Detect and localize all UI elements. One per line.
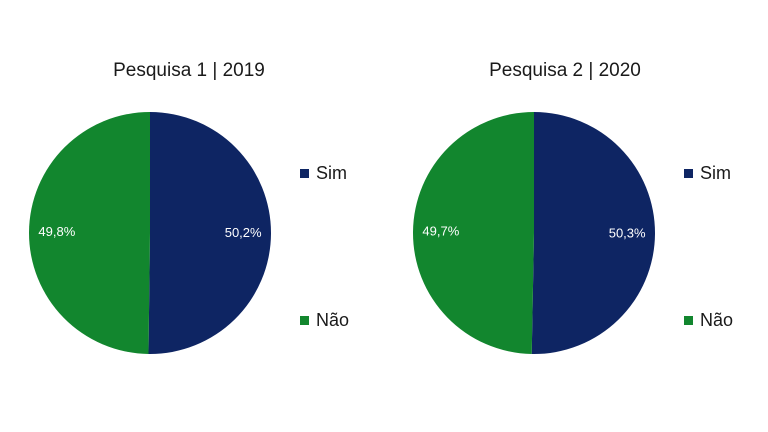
legend-item-sim: Sim [684,163,731,184]
pie-slice-sim [531,112,655,354]
data-label-nao: 49,8% [38,224,75,239]
legend-item-nao: Não [300,310,349,331]
legend-label-nao: Não [700,310,734,330]
legend-swatch-nao [684,316,693,325]
chart-pesquisa-2: Pesquisa 2 | 2020 50,3% 49,7% Sim Não [384,0,768,432]
pie-slice-nao [29,112,150,354]
legend-item-sim: Sim [300,163,347,184]
legend-swatch-sim [684,169,693,178]
legend-swatch-nao [300,316,309,325]
chart-title: Pesquisa 2 | 2020 [489,60,641,81]
data-label-sim: 50,3% [609,225,646,240]
chart-pesquisa-1: Pesquisa 1 | 2019 50,2% 49,8% Sim Não [29,60,349,355]
chart-title: Pesquisa 1 | 2019 [113,60,265,81]
pie-chart: 50,2% 49,8% [29,112,272,355]
pie-slice-nao [412,112,534,354]
legend-swatch-sim [300,169,309,178]
pie-chart: 50,3% 49,7% [412,112,655,354]
legend-item-nao: Não [684,310,733,331]
legend-label-nao: Não [316,310,350,330]
data-label-sim: 50,2% [225,225,262,240]
pie-slice-sim [148,112,272,355]
data-label-nao: 49,7% [422,224,459,239]
legend-label-sim: Sim [700,163,731,183]
legend-label-sim: Sim [316,163,347,183]
